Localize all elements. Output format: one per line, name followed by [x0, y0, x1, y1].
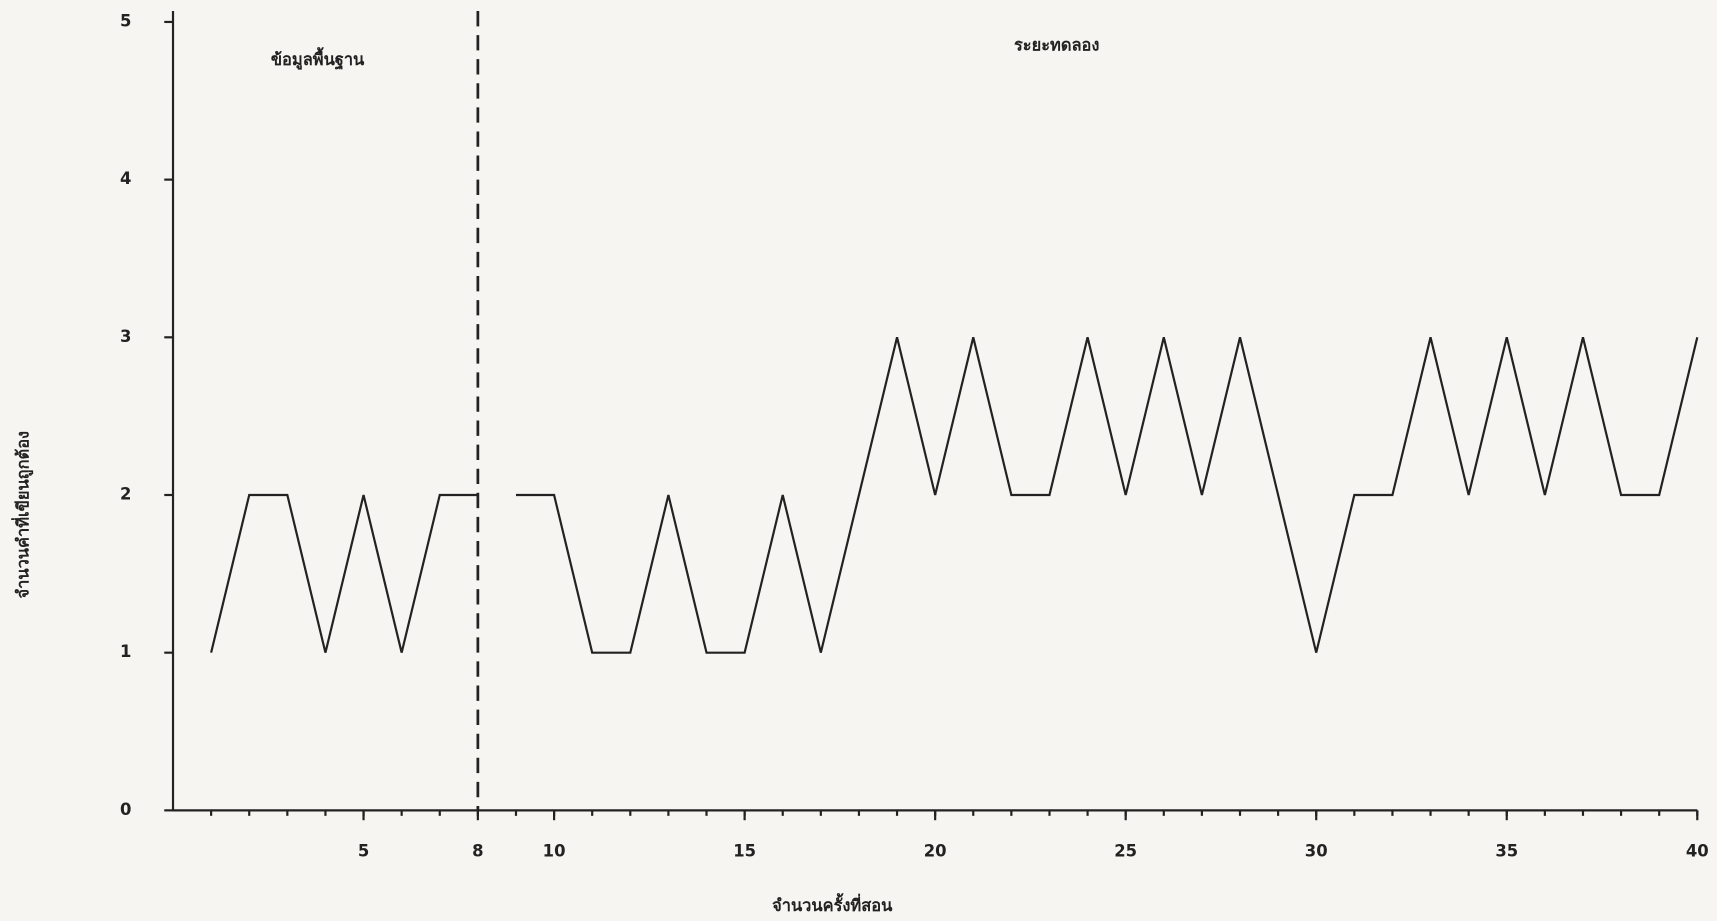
- data-line: [210, 493, 478, 653]
- x-tick-label: 15: [733, 841, 756, 860]
- y-tick-label: 4: [120, 169, 131, 188]
- y-tick-label: 1: [120, 642, 131, 661]
- x-tick-label: 20: [924, 841, 947, 860]
- y-tick-label: 3: [120, 327, 131, 346]
- y-tick-label: 0: [120, 800, 131, 819]
- y-tick-label: 5: [120, 11, 131, 30]
- x-tick-label: 35: [1495, 841, 1518, 860]
- x-tick-label: 25: [1114, 841, 1137, 860]
- x-axis-label: จำนวนครั้งที่สอน: [772, 893, 893, 915]
- data-line: [515, 337, 1699, 654]
- y-tick-label: 2: [120, 484, 131, 503]
- x-tick-label: 30: [1305, 841, 1328, 860]
- phase-label: ระยะทดลอง: [1014, 36, 1099, 55]
- x-tick-label: 5: [358, 841, 369, 860]
- phase-label: ข้อมูลพื้นฐาน: [271, 47, 365, 71]
- x-tick-label: 8: [472, 841, 483, 860]
- x-tick-label: 40: [1686, 841, 1709, 860]
- x-tick-label: 10: [543, 841, 566, 860]
- y-axis-label: จำนวนคำที่เขียนถูกต้อง: [11, 431, 35, 599]
